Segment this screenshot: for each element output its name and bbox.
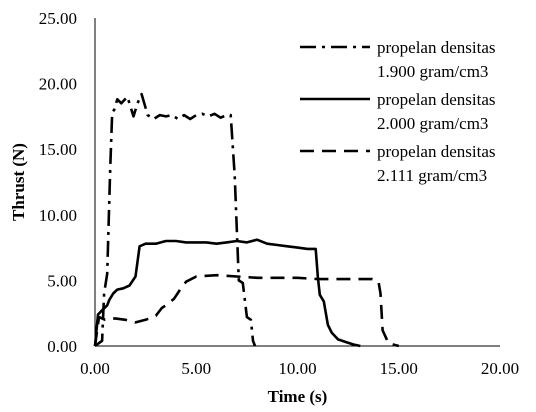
series-layer [93,92,400,348]
legend-label-3: 2.111 gram/cm3 [377,166,487,185]
legend-label-2: 2.000 gram/cm3 [377,114,488,133]
legend-label-3: propelan densitas [377,142,496,161]
y-tick-label: 5.00 [47,271,77,290]
x-axis-title: Time (s) [268,387,328,406]
y-tick-label: 25.00 [39,9,77,28]
legend-label-1: propelan densitas [377,38,496,57]
legend-label-1: 1.900 gram/cm3 [377,62,488,81]
tick-labels: 0.00 5.00 10.00 15.00 20.00 25.00 0.00 5.00 10.0… [39,9,519,378]
series-line-2 [93,238,361,348]
y-tick-label: 0.00 [47,337,77,356]
x-tick-label: 15.00 [380,359,418,378]
legend: propelan densitas 1.900 gram/cm3 propelan … [300,38,496,185]
legend-label-2: propelan densitas [377,90,496,109]
x-tick-label: 20.00 [481,359,519,378]
y-axis-title: Thrust (N) [9,143,28,221]
y-tick-label: 20.00 [39,75,77,94]
x-tick-label: 0.00 [80,359,110,378]
axes-layer [94,18,500,347]
y-tick-label: 15.00 [39,140,77,159]
y-tick-label: 10.00 [39,206,77,225]
series-line-3 [93,273,400,348]
x-tick-label: 10.00 [278,359,316,378]
x-tick-label: 5.00 [181,359,211,378]
series-line-1 [94,92,257,348]
